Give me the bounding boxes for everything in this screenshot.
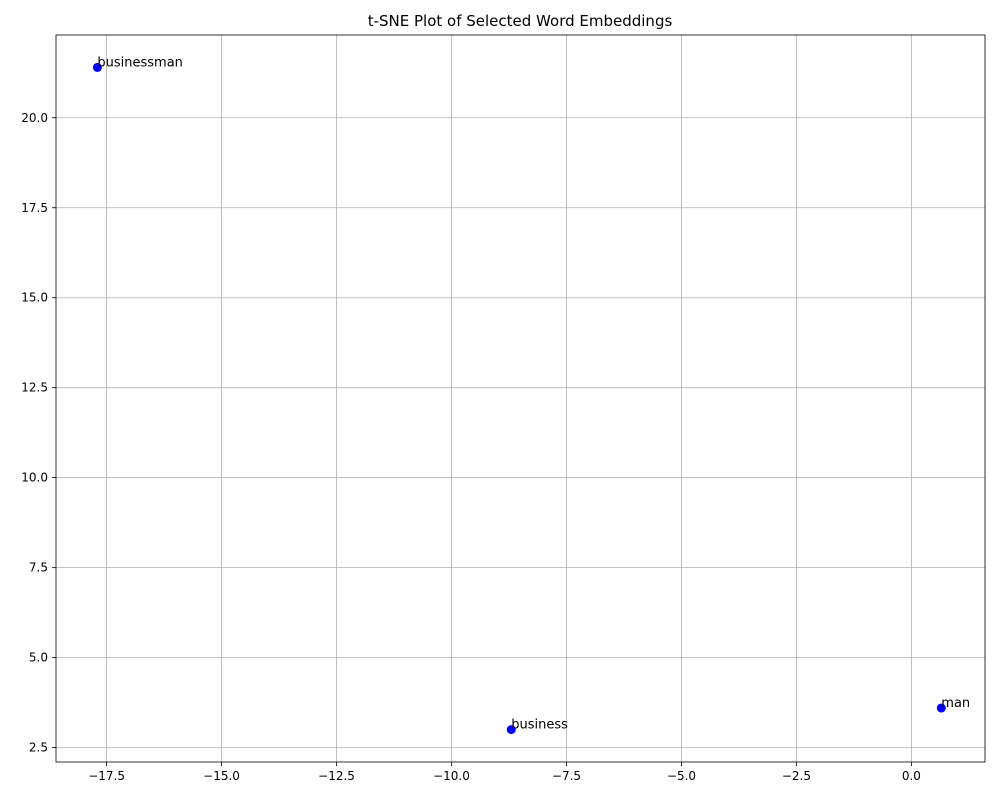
x-tick-label: −2.5	[782, 769, 811, 783]
x-tick-label: −10.0	[433, 769, 470, 783]
scatter-point	[506, 725, 516, 735]
point-label: businessman	[97, 55, 183, 70]
scatter-point	[936, 703, 946, 713]
axes: −17.5 −15.0 −12.5 −10.0 −7.5 −5.0 −2.5 0.0 2.5 5.…	[21, 34, 986, 783]
point-label: business	[511, 718, 568, 733]
chart-title: t-SNE Plot of Selected Word Embeddings	[368, 12, 673, 30]
y-tick-label: 7.5	[29, 561, 48, 575]
x-tick-label: −12.5	[318, 769, 355, 783]
x-tick-label: −5.0	[667, 769, 696, 783]
y-tick-label: 20.0	[21, 111, 48, 125]
grid	[56, 35, 985, 762]
y-tick-label: 2.5	[29, 741, 48, 755]
scatter-point	[92, 62, 102, 72]
x-tick-label: 0.0	[902, 769, 921, 783]
x-tick-label: −15.0	[203, 769, 240, 783]
point-label: man	[941, 696, 970, 711]
plot-frame	[55, 34, 986, 763]
y-tick-label: 12.5	[21, 381, 48, 395]
y-tick-label: 10.0	[21, 471, 48, 485]
x-tick-label: −17.5	[88, 769, 125, 783]
y-tick-label: 17.5	[21, 201, 48, 215]
y-tick-label: 5.0	[29, 651, 48, 665]
x-tick-label: −7.5	[552, 769, 581, 783]
y-tick-label: 15.0	[21, 291, 48, 305]
